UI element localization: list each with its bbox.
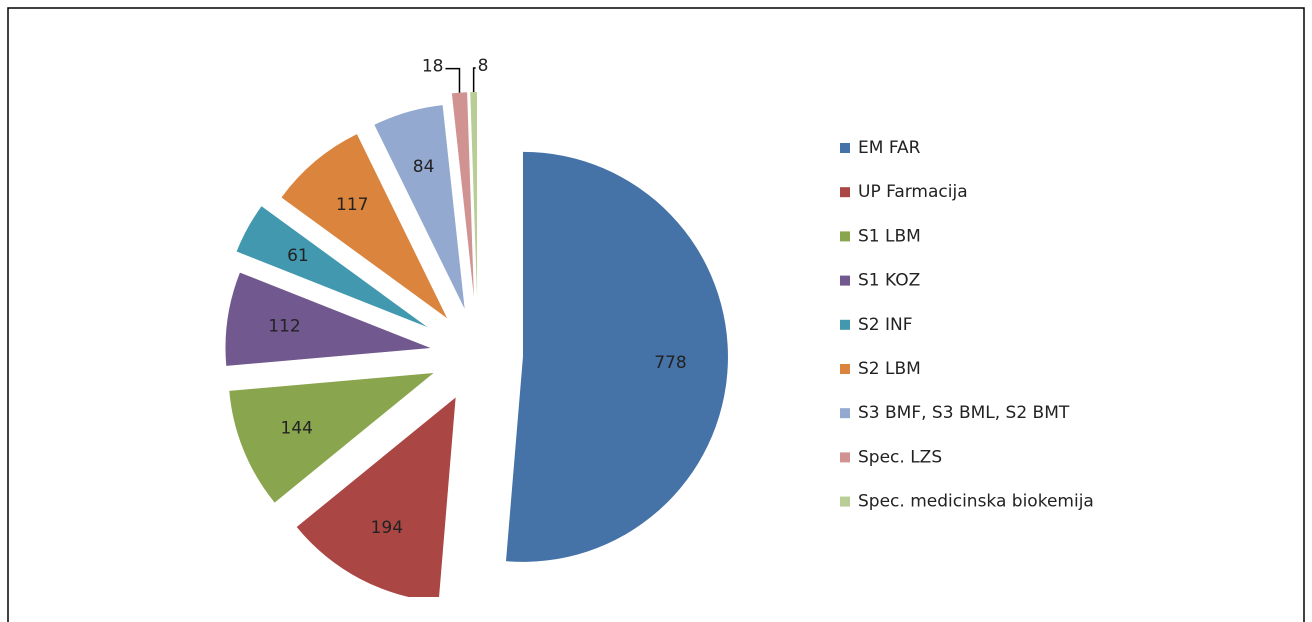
pie xyxy=(225,67,728,597)
legend-label: UP Farmacija xyxy=(858,182,968,202)
data-label: 194 xyxy=(371,518,403,538)
data-label: 144 xyxy=(281,419,313,439)
pie-slice xyxy=(451,92,474,298)
leader-line xyxy=(445,67,461,93)
pie-slice xyxy=(281,134,448,319)
data-label: 84 xyxy=(413,157,435,177)
data-label: 18 xyxy=(422,57,444,77)
legend-swatch xyxy=(840,364,850,374)
legend-swatch xyxy=(840,496,850,507)
legend-label: EM FAR xyxy=(858,138,921,158)
pie-slice xyxy=(505,151,728,562)
pie-slice xyxy=(229,373,434,503)
legend-label: S3 BMF, S3 BML, S2 BMT xyxy=(858,403,1070,423)
pie-slice xyxy=(296,397,456,597)
legend-label: S2 LBM xyxy=(858,359,921,379)
data-label: 117 xyxy=(336,195,368,215)
legend-swatch xyxy=(840,231,850,242)
data-label: 112 xyxy=(268,317,300,337)
legend-label: S1 LBM xyxy=(858,226,921,246)
leader-line xyxy=(472,67,476,93)
legend-swatch xyxy=(840,275,850,286)
data-label: 8 xyxy=(478,56,489,76)
pie-slice xyxy=(225,272,431,366)
legend-swatch xyxy=(840,143,850,153)
pie-slice xyxy=(236,206,428,328)
legend-label: S1 KOZ xyxy=(858,271,920,291)
pie-slice xyxy=(374,105,465,309)
frame xyxy=(7,7,1305,622)
legend-swatch xyxy=(840,408,850,419)
legend-swatch xyxy=(840,319,850,330)
legend-label: Spec. LZS xyxy=(858,447,942,467)
legend-swatch xyxy=(840,187,850,198)
data-label: 778 xyxy=(654,353,686,373)
legend-label: S2 INF xyxy=(858,315,913,335)
data-label: 61 xyxy=(287,246,309,266)
legend-swatch xyxy=(840,452,850,463)
legend-label: Spec. medicinska biokemija xyxy=(858,492,1094,512)
pie-slice xyxy=(470,92,478,298)
